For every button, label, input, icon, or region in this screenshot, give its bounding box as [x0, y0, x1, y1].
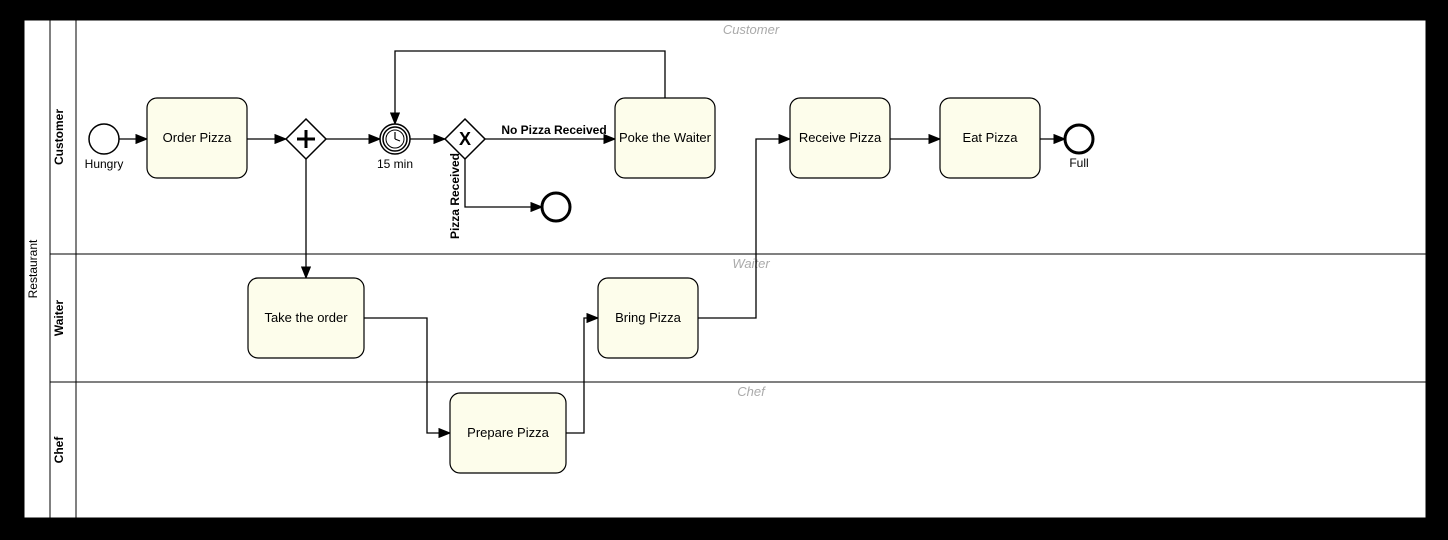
task-label-bring: Bring Pizza — [615, 310, 682, 325]
lane-watermark-waiter: Waiter — [732, 256, 770, 271]
task-label-receive: Receive Pizza — [799, 130, 882, 145]
task-label-poke: Poke the Waiter — [619, 130, 712, 145]
edge-label-4: No Pizza Received — [501, 123, 606, 137]
task-label-eat: Eat Pizza — [963, 130, 1019, 145]
event-label-end_full: Full — [1069, 156, 1088, 170]
pool-title: Restaurant — [26, 239, 40, 298]
task-label-prepare: Prepare Pizza — [467, 425, 549, 440]
lane-watermark-customer: Customer — [723, 22, 780, 37]
x-icon: X — [459, 129, 471, 149]
end-event-end_full[interactable] — [1065, 125, 1093, 153]
event-label-start: Hungry — [85, 157, 124, 171]
lane-watermark-chef: Chef — [737, 384, 766, 399]
event-label-timer: 15 min — [377, 157, 413, 171]
lane-title-chef: Chef — [52, 436, 66, 464]
end-event-end_received[interactable] — [542, 193, 570, 221]
lane-title-waiter: Waiter — [52, 300, 66, 337]
start-event-start[interactable] — [89, 124, 119, 154]
lane-title-customer: Customer — [52, 109, 66, 165]
edge-label-5: Pizza Received — [448, 153, 462, 239]
task-label-order: Order Pizza — [163, 130, 232, 145]
task-label-take: Take the order — [264, 310, 348, 325]
pool-restaurant — [24, 20, 1426, 518]
